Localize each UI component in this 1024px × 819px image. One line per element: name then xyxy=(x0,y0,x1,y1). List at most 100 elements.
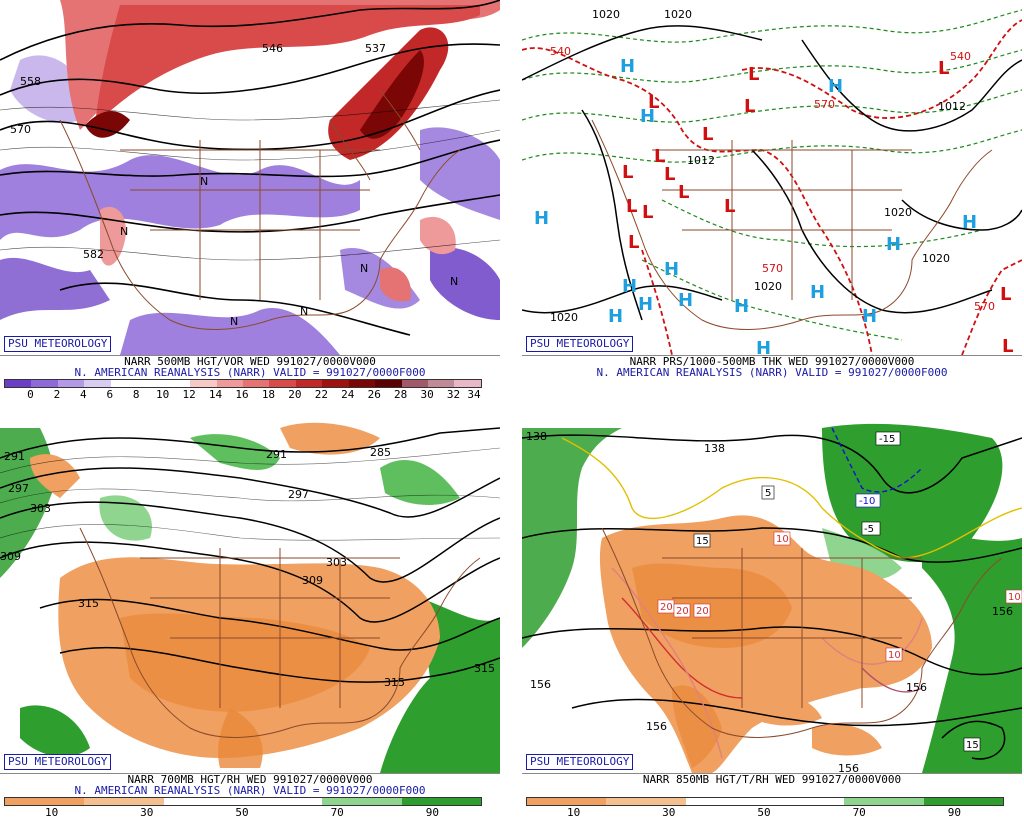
colorbar-tick-label: 90 xyxy=(947,806,962,819)
svg-text:L: L xyxy=(678,182,689,203)
svg-text:H: H xyxy=(756,338,771,355)
svg-text:H: H xyxy=(886,234,901,255)
svg-text:-10: -10 xyxy=(859,496,875,507)
contour-label-297-c: 297 xyxy=(288,488,309,501)
colorbar-tick-label: 70 xyxy=(852,806,866,819)
map-500mb-vorticity: 558 570 582 546 537 N N N N N N xyxy=(0,0,500,356)
colorbar-swatch xyxy=(322,798,402,805)
svg-text:10: 10 xyxy=(1008,592,1021,603)
contour-label-156-ne: 156 xyxy=(992,605,1013,618)
colorbar-swatch xyxy=(923,798,1003,805)
colorbar-swatch xyxy=(527,798,607,805)
isobar-label-1012-ne: 1012 xyxy=(938,100,966,113)
colorbar-tick-label: 70 xyxy=(330,806,344,819)
vorticity-map-graphic: 558 570 582 546 537 N N N N N N xyxy=(0,0,500,355)
isobar-label-1020-se: 1020 xyxy=(922,252,950,265)
svg-text:L: L xyxy=(748,64,759,85)
colorbar-swatch xyxy=(110,380,138,387)
panel-850mb-temp-rh: 138 138 156 156 156 156 156 -15 -10 -5 5… xyxy=(522,418,1022,819)
svg-text:H: H xyxy=(664,259,679,280)
contour-label-303: 303 xyxy=(30,502,51,515)
colorbar-tick-label: 22 xyxy=(314,388,328,401)
colorbar-swatch xyxy=(454,380,481,387)
svg-text:H: H xyxy=(622,276,637,297)
rh700-colorbar xyxy=(4,797,482,806)
colorbar-tick-label: 30 xyxy=(662,806,676,819)
colorbar-tick-label: 10 xyxy=(156,388,170,401)
colorbar-tick-label: 2 xyxy=(53,388,61,401)
colorbar-swatch xyxy=(375,380,402,387)
svg-text:-15: -15 xyxy=(879,434,895,445)
psu-meteorology-badge: PSU METEOROLOGY xyxy=(526,336,634,352)
colorbar-swatch xyxy=(84,798,164,805)
colorbar-swatch xyxy=(190,380,217,387)
panel-subtitle: N. AMERICAN REANALYSIS (NARR) VALID = 99… xyxy=(596,366,948,379)
panel-subtitle: N. AMERICAN REANALYSIS (NARR) VALID = 99… xyxy=(74,784,426,797)
colorbar-swatch xyxy=(269,380,296,387)
colorbar-swatch xyxy=(428,380,455,387)
svg-text:N: N xyxy=(360,262,368,275)
svg-text:L: L xyxy=(654,146,665,167)
colorbar-swatch xyxy=(242,380,270,387)
svg-text:H: H xyxy=(734,296,749,317)
isobar-label-1020-s: 1020 xyxy=(754,280,782,293)
psu-meteorology-badge: PSU METEOROLOGY xyxy=(4,754,112,770)
contour-label-291: 291 xyxy=(4,450,25,463)
contour-label-309: 309 xyxy=(0,550,21,563)
contour-label-291-n: 291 xyxy=(266,448,287,461)
panel-pressure-thickness: 1020 1012 1020 1020 1020 1012 1020 1020 … xyxy=(522,0,1022,385)
colorbar-tick-label: 6 xyxy=(106,388,114,401)
svg-text:570: 570 xyxy=(762,262,783,275)
colorbar-swatch xyxy=(5,798,85,805)
colorbar-swatch xyxy=(764,798,845,805)
colorbar-swatch xyxy=(163,798,243,805)
svg-text:15: 15 xyxy=(966,740,979,751)
svg-text:540: 540 xyxy=(950,50,971,63)
colorbar-swatch xyxy=(5,380,32,387)
svg-text:N: N xyxy=(120,225,128,238)
svg-text:15: 15 xyxy=(696,536,709,547)
svg-text:20: 20 xyxy=(696,606,709,617)
svg-text:H: H xyxy=(620,56,635,77)
colorbar-tick-label: 14 xyxy=(208,388,223,401)
contour-label-156-e: 156 xyxy=(906,681,927,694)
colorbar-tick-label: 18 xyxy=(261,388,276,401)
colorbar-tick-label: 12 xyxy=(182,388,196,401)
colorbar-swatch xyxy=(348,380,376,387)
svg-text:L: L xyxy=(648,92,659,113)
svg-text:20: 20 xyxy=(676,606,689,617)
panel-700mb-rh: 291 297 303 309 315 297 285 303 309 315 … xyxy=(0,418,500,819)
contour-label-285: 285 xyxy=(370,446,391,459)
rh850-colorbar-ticks: 10 30 50 70 90 xyxy=(526,806,1002,819)
svg-text:10: 10 xyxy=(888,650,901,661)
contour-label-138-n: 138 xyxy=(704,442,725,455)
svg-text:L: L xyxy=(1002,336,1013,355)
svg-text:L: L xyxy=(744,96,755,117)
contour-label-315-e: 315 xyxy=(474,662,495,675)
vorticity-colorbar-ticks: 0 2 4 6 8 10 12 14 16 18 20 22 24 26 28 30 32 34 xyxy=(4,388,481,401)
colorbar-swatch xyxy=(401,380,428,387)
svg-text:H: H xyxy=(638,294,653,315)
map-850mb-temp-rh: 138 138 156 156 156 156 156 -15 -10 -5 5… xyxy=(522,418,1022,774)
map-pressure-thickness: 1020 1012 1020 1020 1020 1012 1020 1020 … xyxy=(522,0,1022,356)
svg-text:H: H xyxy=(608,306,623,327)
svg-text:H: H xyxy=(828,76,843,97)
colorbar-tick-label: 34 xyxy=(467,388,481,401)
svg-text:5: 5 xyxy=(765,488,771,499)
colorbar-swatch xyxy=(216,380,243,387)
colorbar-tick-label: 90 xyxy=(425,806,440,819)
t850-map-graphic: 138 138 156 156 156 156 156 -15 -10 -5 5… xyxy=(522,418,1022,773)
colorbar-tick-label: 10 xyxy=(566,806,581,819)
contour-label-546: 546 xyxy=(262,42,283,55)
colorbar-tick-label: 24 xyxy=(341,388,355,401)
rh850-colorbar xyxy=(526,797,1004,806)
colorbar-tick-label: 50 xyxy=(757,806,771,819)
colorbar-swatch xyxy=(401,798,481,805)
panel-title: NARR 500MB HGT/VOR WED 991027/0000V000 xyxy=(124,355,376,368)
panel-title: NARR 850MB HGT/T/RH WED 991027/0000V000 xyxy=(642,773,902,786)
colorbar-swatch xyxy=(31,380,58,387)
contour-label-156-se: 156 xyxy=(838,762,859,773)
pressure-map-graphic: 1020 1012 1020 1020 1020 1012 1020 1020 … xyxy=(522,0,1022,355)
rh700-colorbar-ticks: 10 30 50 70 90 xyxy=(4,806,480,819)
colorbar-swatch xyxy=(163,380,191,387)
